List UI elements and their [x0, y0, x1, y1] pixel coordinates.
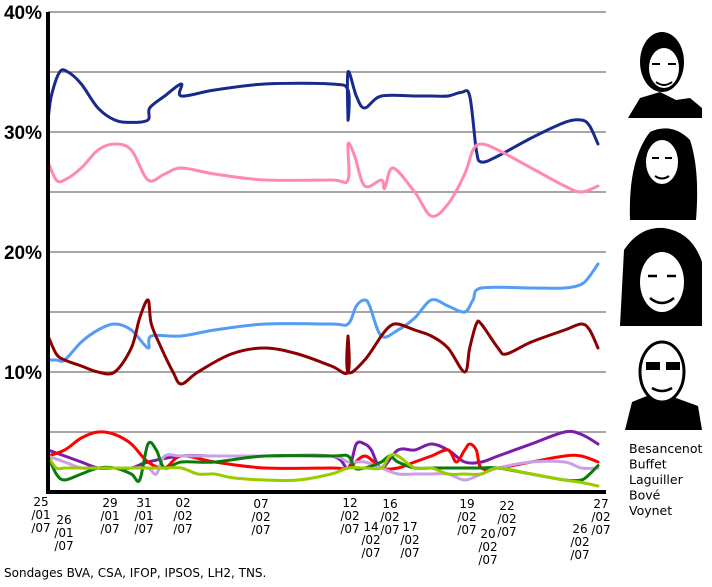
x-date-label: 27	[593, 497, 608, 511]
legend-entry: Voynet	[629, 503, 672, 518]
x-date-label: /07	[570, 548, 589, 562]
x-date-label: /02	[457, 510, 476, 524]
series-line-3	[46, 298, 600, 386]
x-date-label: 31	[136, 496, 151, 510]
x-date-label: 14	[363, 520, 378, 534]
legend-entry: Besancenot	[629, 441, 702, 456]
x-date-label: /07	[251, 523, 270, 537]
x-date-label: /07	[400, 546, 419, 560]
x-date-label: 07	[253, 497, 268, 511]
x-date-label: /02	[478, 540, 497, 554]
series-lines	[46, 68, 600, 488]
x-date-label: /02	[361, 533, 380, 547]
y-tick-label: 20%	[4, 243, 42, 264]
legend-entry: Laguiller	[629, 472, 684, 487]
legend-entry: Buffet	[629, 457, 667, 472]
x-date-label: 17	[402, 520, 417, 534]
x-date-label: 20	[480, 527, 495, 541]
x-date-label: 25	[33, 495, 48, 509]
x-date-labels: 25/01/07 26/01/07 29/01/07 31/01/07 02/02/07…	[31, 495, 610, 567]
x-date-label: /02	[340, 509, 359, 523]
x-date-label: 29	[102, 496, 117, 510]
x-date-label: /07	[31, 521, 50, 535]
portrait-2	[625, 124, 700, 220]
x-date-label: /07	[173, 522, 192, 536]
x-date-label: /02	[173, 509, 192, 523]
x-date-label: 02	[175, 496, 190, 510]
x-date-label: 22	[499, 499, 514, 513]
series-line-2	[46, 262, 600, 363]
portrait-1	[620, 14, 702, 118]
legend-entry: Bové	[629, 488, 661, 503]
x-date-label: /07	[340, 522, 359, 536]
x-date-label: 26	[56, 513, 71, 527]
y-tick-label: 40%	[4, 3, 42, 24]
x-date-label: /02	[380, 510, 399, 524]
y-tick-label: 10%	[4, 363, 42, 384]
x-date-label: /07	[457, 523, 476, 537]
y-tick-labels: 10% 20% 30% 40%	[4, 3, 42, 384]
x-date-label: 19	[459, 497, 474, 511]
x-date-label: /07	[134, 522, 153, 536]
x-date-label: /02	[570, 535, 589, 549]
x-date-label: 16	[382, 497, 397, 511]
x-date-label: /02	[251, 510, 270, 524]
x-date-label: /02	[400, 533, 419, 547]
x-date-label: /07	[497, 525, 516, 539]
x-date-label: /01	[31, 508, 50, 522]
x-date-label: /07	[478, 553, 497, 567]
x-date-label: 26	[572, 522, 587, 536]
x-date-label: /07	[380, 523, 399, 537]
x-date-label: /07	[361, 546, 380, 560]
series-line-8	[46, 453, 600, 488]
x-date-label: /07	[54, 539, 73, 553]
x-date-label: 12	[342, 496, 357, 510]
source-note: Sondages BVA, CSA, IFOP, IPSOS, LH2, TNS…	[4, 566, 266, 580]
y-tick-label: 30%	[4, 123, 42, 144]
x-date-label: /01	[100, 509, 119, 523]
x-date-label: /07	[100, 522, 119, 536]
portrait-4	[625, 334, 702, 430]
x-date-label: /01	[54, 526, 73, 540]
portrait-3	[620, 227, 702, 326]
x-date-label: /02	[591, 510, 610, 524]
x-date-label: /01	[134, 509, 153, 523]
series-line-0	[46, 68, 600, 164]
x-date-label: /02	[497, 512, 516, 526]
series-line-1	[46, 141, 600, 218]
x-date-label: /07	[591, 523, 610, 537]
